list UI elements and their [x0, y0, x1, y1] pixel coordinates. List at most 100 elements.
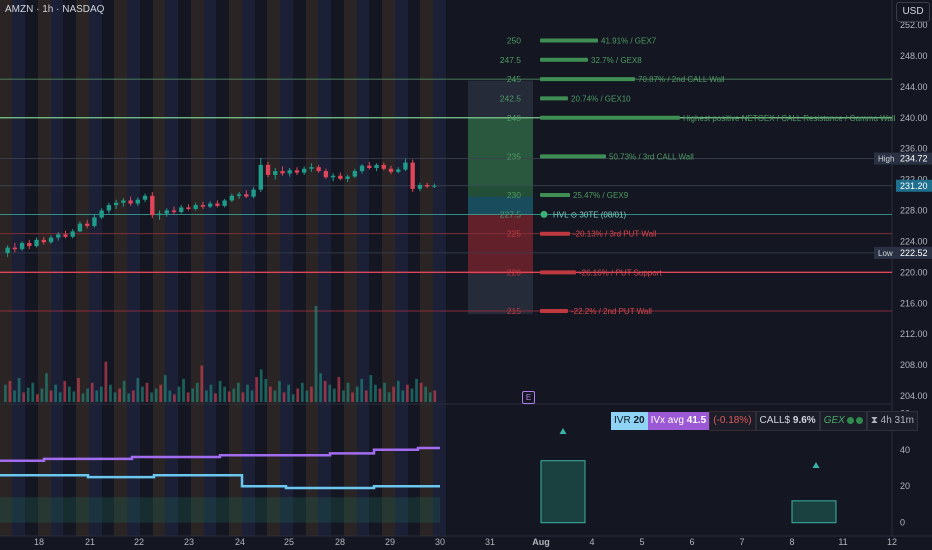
- iv-band: [0, 497, 440, 523]
- y-tick-label: 220.00: [900, 267, 928, 277]
- hourglass-icon: ⧗: [870, 415, 878, 426]
- x-tick-label: 4: [589, 537, 594, 547]
- volume-bar: [209, 384, 213, 402]
- volume-bar: [374, 384, 377, 402]
- volume-bar: [154, 388, 158, 402]
- x-tick-label: 22: [134, 537, 144, 547]
- candle-body: [222, 200, 227, 206]
- gex-bar: [540, 193, 570, 198]
- candle-body: [302, 168, 307, 173]
- candle-body: [359, 165, 365, 172]
- volume-bar: [186, 392, 190, 402]
- session-stripe: [89, 0, 102, 536]
- x-tick-label: 31: [485, 537, 495, 547]
- entry-zone: [468, 196, 533, 215]
- candle-body: [338, 175, 343, 179]
- strike-label: 240: [507, 113, 521, 123]
- volume-bar: [342, 390, 345, 402]
- candle-body: [179, 207, 184, 213]
- volume-bar: [122, 380, 126, 402]
- strike-label: 225: [507, 229, 521, 239]
- session-stripe: [395, 0, 408, 536]
- x-tick-label: 24: [235, 537, 245, 547]
- candle-body: [258, 164, 263, 190]
- candle-body: [403, 162, 408, 170]
- candle-body: [345, 176, 350, 179]
- volume-bar: [17, 378, 21, 402]
- volume-bar: [396, 380, 400, 402]
- y-tick-label: 204.00: [900, 391, 928, 401]
- volume-bar: [319, 373, 322, 402]
- session-stripe: [38, 0, 51, 536]
- volume-bar: [241, 392, 245, 402]
- volume-bar: [95, 390, 99, 402]
- price-badge: 234.72: [900, 154, 928, 164]
- candle-body: [381, 164, 386, 169]
- gex-dot-icon: [855, 416, 863, 424]
- volume-bar: [351, 392, 354, 402]
- volume-bar: [259, 369, 263, 402]
- volume-bar: [182, 378, 185, 402]
- strike-label: 245: [507, 74, 521, 84]
- candle-body: [12, 247, 18, 250]
- volume-bar: [35, 394, 39, 402]
- volume-bar: [287, 384, 290, 402]
- volume-bar: [227, 391, 231, 402]
- volume-bar: [360, 378, 364, 402]
- volume-bar: [195, 382, 199, 402]
- candle-body: [367, 165, 372, 168]
- volume-bar: [63, 380, 67, 402]
- gex-label: 41.91% / GEX7: [601, 36, 657, 45]
- session-stripe: [127, 0, 140, 536]
- volume-bar: [296, 388, 300, 402]
- candle-body: [236, 194, 242, 196]
- hvl-dot: [540, 210, 548, 218]
- gex-label: HVL ⊙ 30TE (08/01): [553, 210, 626, 219]
- earnings-marker[interactable]: E: [522, 391, 535, 404]
- gex-label: 50.73% / 3rd CALL Wall: [609, 152, 694, 161]
- strike-label: 215: [507, 306, 521, 316]
- volume-bar: [8, 380, 12, 402]
- volume-bar: [191, 388, 195, 402]
- y-tick-label: 224.00: [900, 236, 928, 246]
- x-tick-label: Aug: [532, 537, 550, 547]
- volume-bar: [145, 382, 149, 402]
- volume-bar: [415, 378, 418, 402]
- session-stripe: [153, 0, 165, 536]
- volume-bar: [72, 391, 76, 402]
- gex-bar: [540, 270, 576, 275]
- indicator-y-tick: 40: [900, 445, 910, 455]
- candle-body: [251, 189, 256, 197]
- price-badge-bg: [896, 179, 932, 192]
- volume-bar: [300, 382, 304, 402]
- iv-series-line: [0, 446, 440, 462]
- ivx-badge: IVx avg 41.5: [647, 412, 710, 430]
- candle-body: [106, 205, 112, 211]
- x-tick-label: 11: [838, 537, 847, 547]
- session-stripe: [25, 0, 38, 536]
- future-iv-bar: [540, 460, 586, 524]
- session-stripe: [178, 0, 191, 536]
- session-stripe: [51, 0, 63, 536]
- volume-bar: [218, 380, 222, 402]
- volume-bar: [323, 380, 327, 402]
- triangle-up-icon: [559, 428, 567, 434]
- session-stripe: [344, 0, 357, 536]
- currency-button[interactable]: USD: [896, 2, 930, 22]
- strike-label: 230: [507, 190, 521, 200]
- indicator-y-tick: 20: [900, 481, 910, 491]
- candle-body: [56, 234, 61, 238]
- candle-body: [135, 199, 140, 204]
- volume-bar: [250, 390, 254, 402]
- candle-body: [410, 162, 415, 189]
- volume-bar: [364, 390, 368, 402]
- strike-label: 247.5: [500, 55, 522, 65]
- strike-label: 250: [507, 35, 521, 45]
- price-tag-bg: [874, 246, 896, 259]
- volume-bar: [163, 375, 167, 402]
- candle-body: [48, 237, 54, 243]
- volume-bar: [99, 386, 103, 402]
- y-tick-label: 240.00: [900, 113, 928, 123]
- gex-label: 25.47% / GEX9: [573, 191, 629, 200]
